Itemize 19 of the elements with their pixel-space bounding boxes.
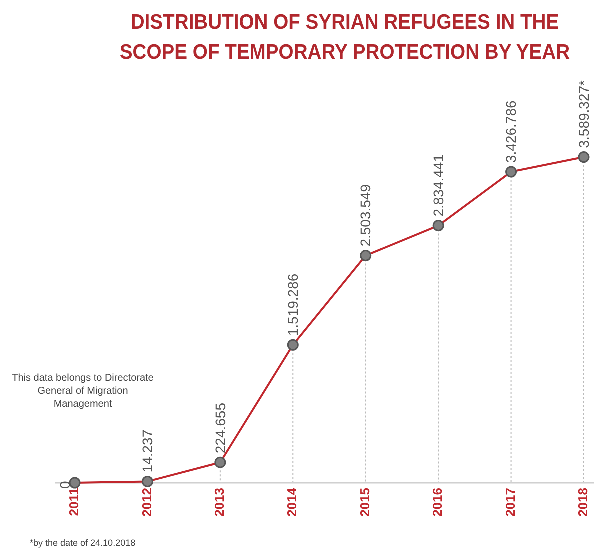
data-label: 3.426.786 (503, 100, 520, 164)
x-tick-label: 2012 (139, 488, 154, 517)
data-label: 3.589.327* (576, 80, 592, 148)
x-tick-label: 2013 (212, 488, 228, 517)
x-tick-label: 2016 (430, 488, 446, 517)
x-tick-label: 2011 (66, 488, 82, 516)
chart-title: DISTRIBUTION OF SYRIAN REFUGEES IN THE SCOPE OF TEMPORARY PROTECTION BY YEAR (120, 10, 570, 66)
data-label: 1.519.286 (285, 274, 301, 336)
data-label: 2.834.441 (430, 154, 446, 217)
data-label: 0 (56, 481, 73, 489)
data-label: 2.503.549 (358, 184, 374, 247)
x-tick-label: 2017 (502, 488, 518, 517)
data-label: 224.655 (212, 402, 228, 454)
x-tick-label: 2018 (576, 488, 591, 517)
x-tick-label: 2015 (357, 488, 372, 517)
text: *by the date of 24.10.2018 (30, 538, 136, 548)
x-tick-label: 2014 (284, 487, 300, 517)
data-label: 14.237 (140, 430, 156, 473)
annotation: This data belongs to Directorate General of Migration Management (11, 372, 155, 411)
